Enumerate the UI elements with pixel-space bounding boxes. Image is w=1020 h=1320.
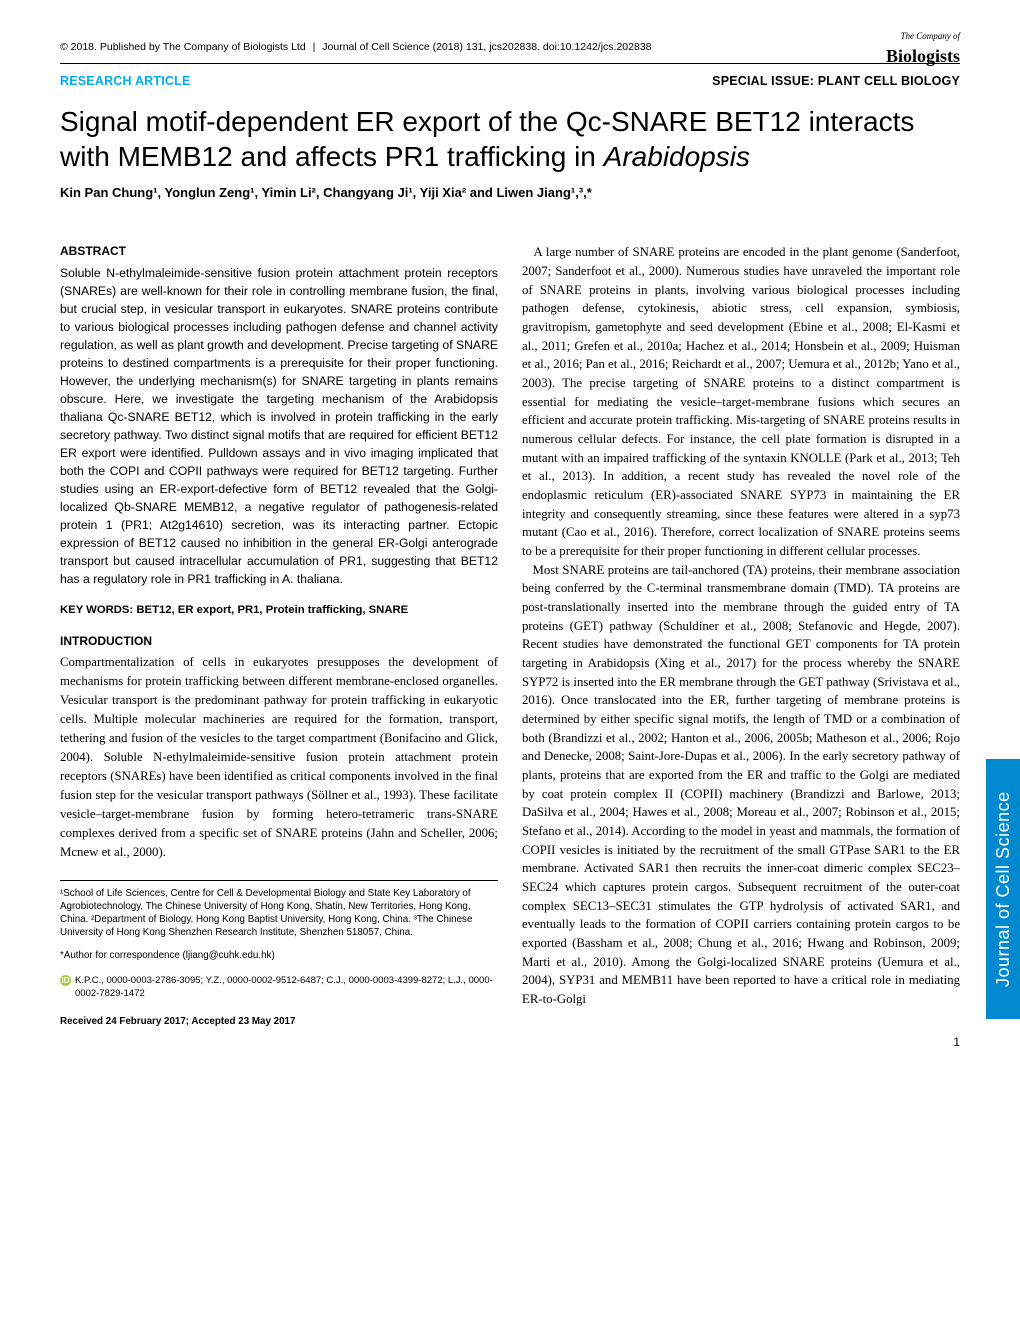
right-column: A large number of SNARE proteins are enc… [522,243,960,1029]
journal-side-tab: Journal of Cell Science [986,759,1020,1019]
page-container: The Company of Biologists © 2018. Publis… [0,0,1020,1069]
authors-list: Kin Pan Chung¹, Yonglun Zeng¹, Yimin Li²… [60,184,960,203]
affiliations-text: ¹School of Life Sciences, Centre for Cel… [60,887,498,940]
header-row: RESEARCH ARTICLE SPECIAL ISSUE: PLANT CE… [60,72,960,90]
title-italic: Arabidopsis [604,141,750,172]
keywords-row: KEY WORDS: BET12, ER export, PR1, Protei… [60,602,498,618]
submission-dates: Received 24 February 2017; Accepted 23 M… [60,1015,498,1029]
citation-text: Journal of Cell Science (2018) 131, jcs2… [322,41,651,53]
keywords-text: BET12, ER export, PR1, Protein trafficki… [136,604,408,616]
orcid-ids: K.P.C., 0000-0003-2786-3095; Y.Z., 0000-… [75,974,498,1002]
article-title: Signal motif-dependent ER export of the … [60,104,960,174]
logo-line2: Biologists [886,43,960,69]
introduction-body: Compartmentalization of cells in eukaryo… [60,653,498,861]
page-number: 1 [953,1034,960,1051]
left-column: ABSTRACT Soluble N-ethylmaleimide-sensit… [60,243,498,1029]
right-para-2-text: Most SNARE proteins are tail-anchored (T… [522,563,960,1006]
meta-divider: | [313,41,316,53]
article-type: RESEARCH ARTICLE [60,72,191,90]
right-para-2: Most SNARE proteins are tail-anchored (T… [522,561,960,1009]
abstract-body: Soluble N-ethylmaleimide-sensitive fusio… [60,264,498,589]
special-issue-label: SPECIAL ISSUE: PLANT CELL BIOLOGY [712,72,960,90]
title-main: Signal motif-dependent ER export of the … [60,106,914,172]
right-para-1-text: A large number of SNARE proteins are enc… [522,245,960,558]
footnote-separator [60,880,498,881]
publisher-logo: The Company of Biologists [886,30,960,69]
orcid-row: iD K.P.C., 0000-0003-2786-3095; Y.Z., 00… [60,974,498,1002]
top-metadata: © 2018. Published by The Company of Biol… [60,40,960,55]
abstract-heading: ABSTRACT [60,243,498,260]
orcid-icon: iD [60,975,71,986]
correspondence-text: *Author for correspondence (ljiang@cuhk.… [60,949,498,963]
introduction-heading: INTRODUCTION [60,633,498,650]
keywords-label: KEY WORDS: [60,604,136,616]
horizontal-rule [60,63,960,64]
copyright-text: © 2018. Published by The Company of Biol… [60,41,306,53]
two-column-layout: ABSTRACT Soluble N-ethylmaleimide-sensit… [60,243,960,1029]
right-para-1: A large number of SNARE proteins are enc… [522,243,960,560]
logo-line1: The Company of [886,30,960,43]
